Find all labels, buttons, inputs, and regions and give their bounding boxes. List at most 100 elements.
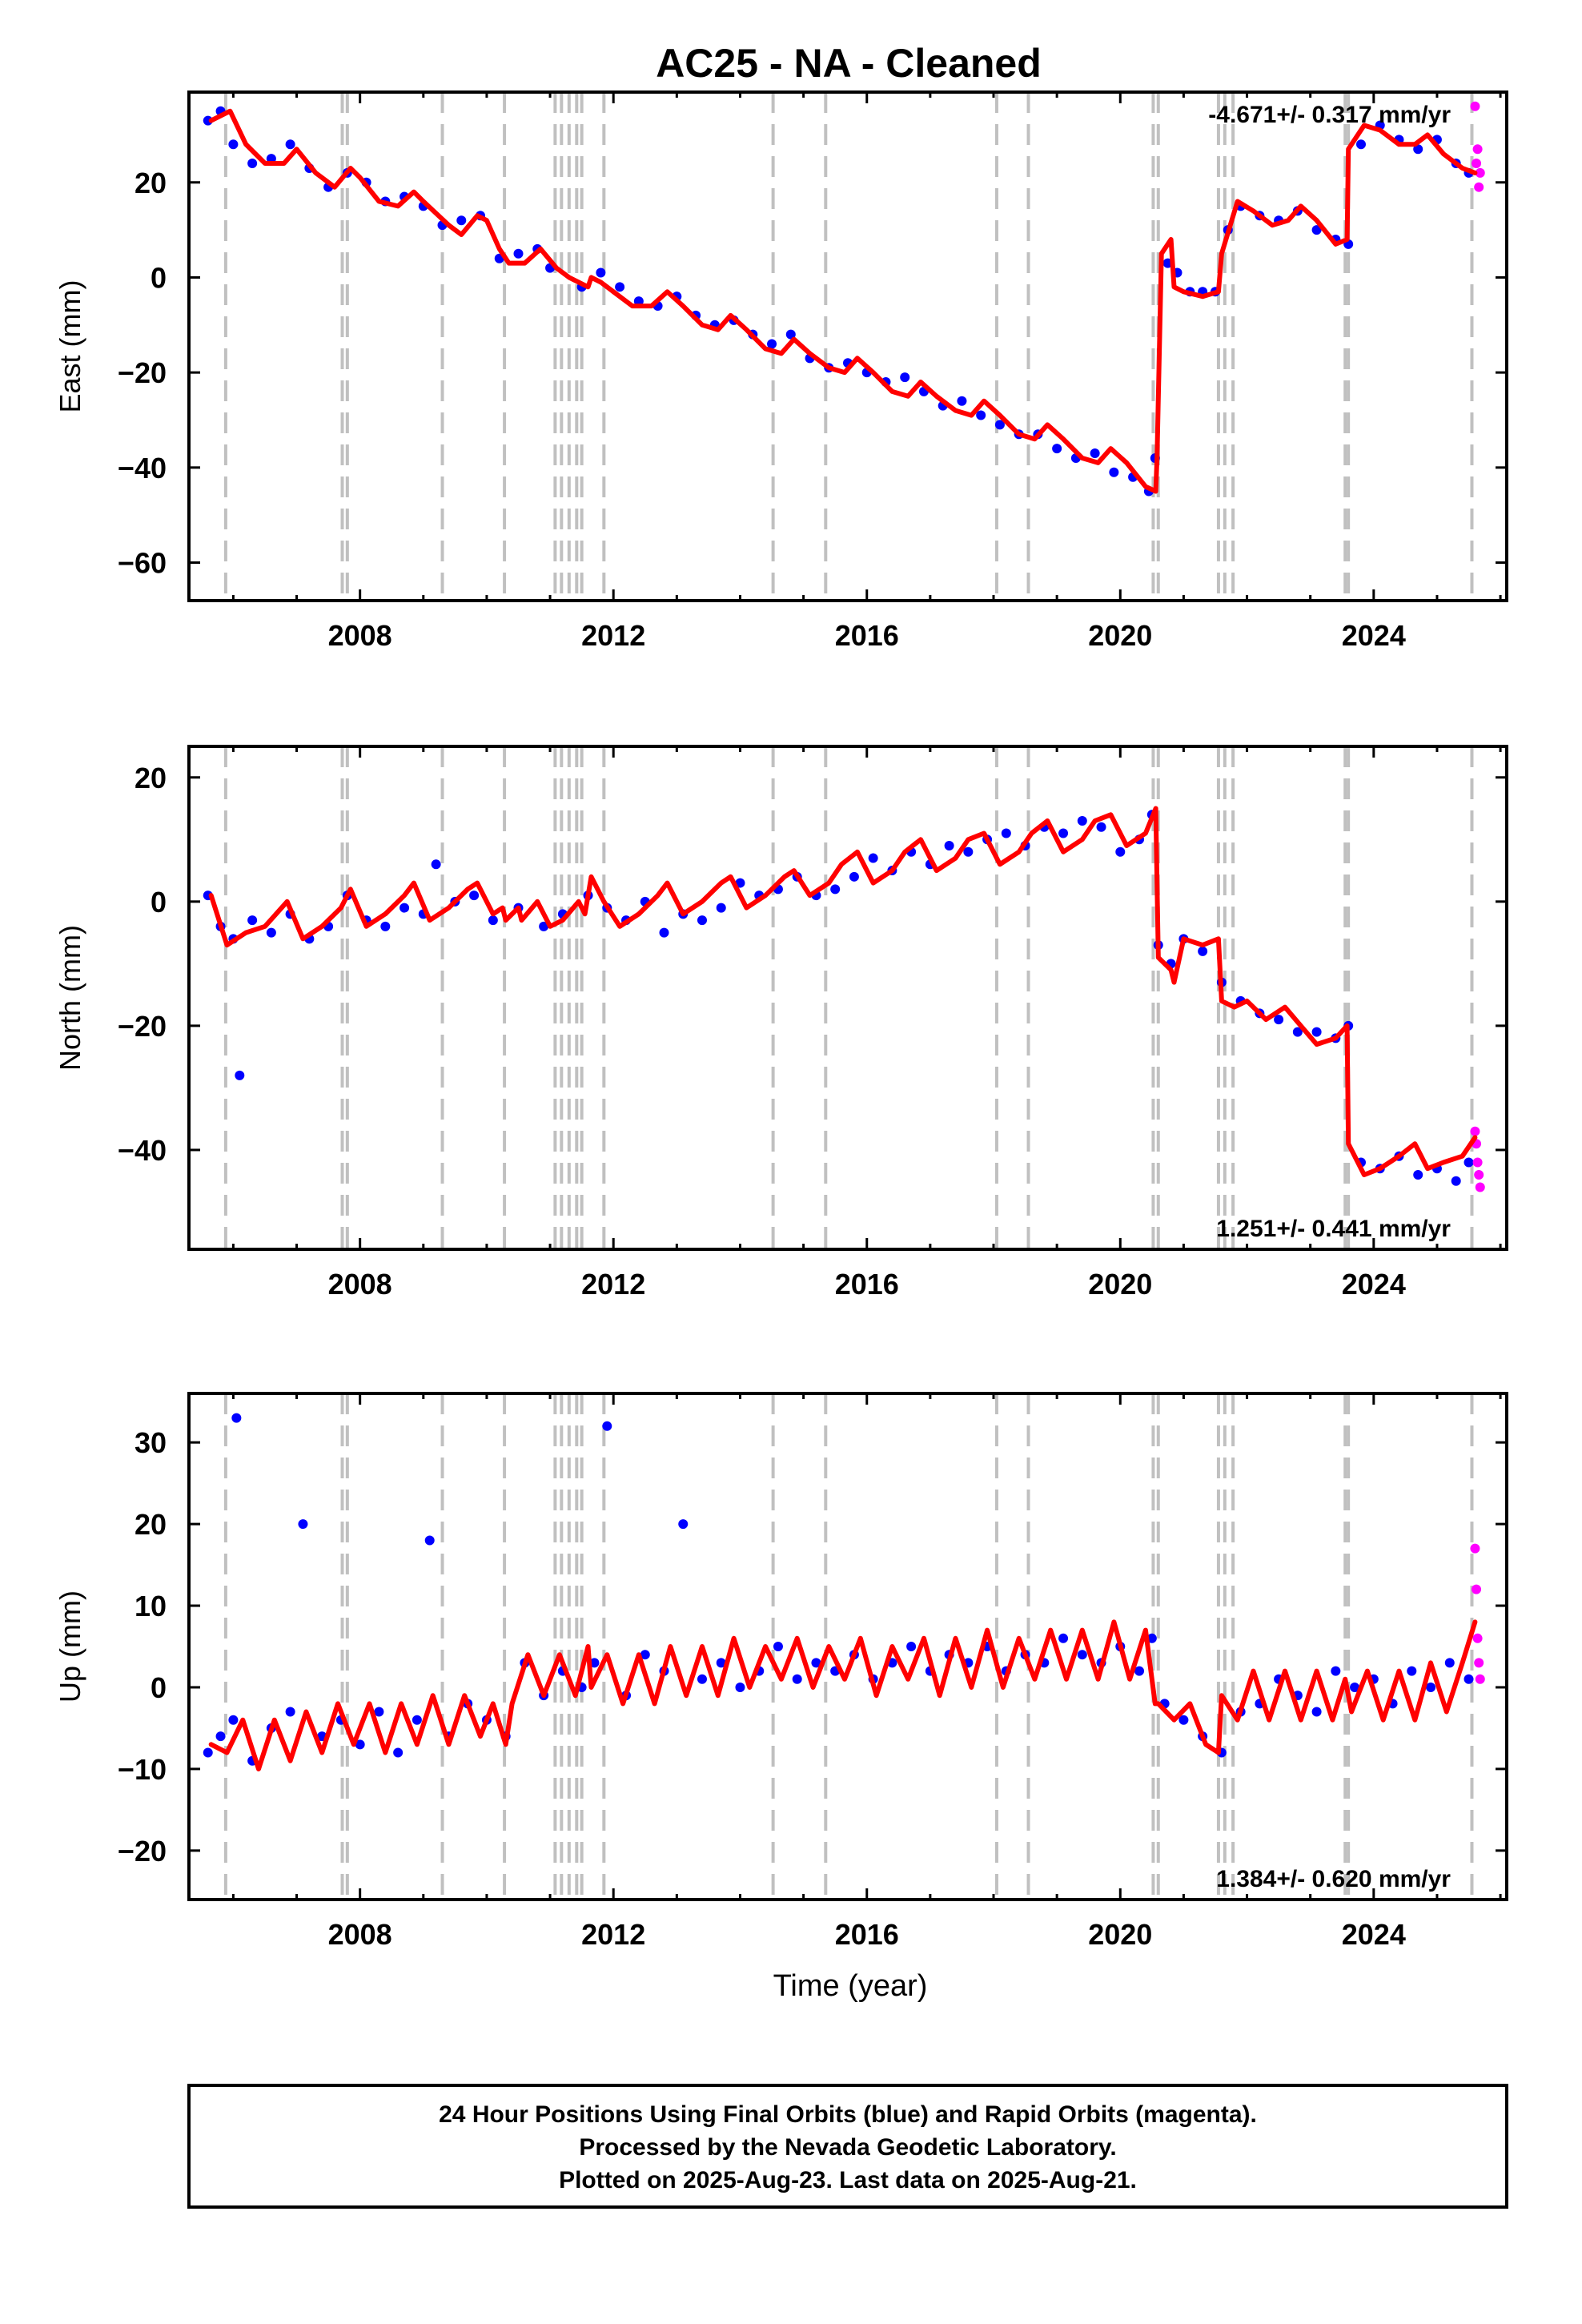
rapid-orbit-point xyxy=(1472,159,1482,169)
caption-line-3: Plotted on 2025-Aug-23. Last data on 202… xyxy=(559,2167,1137,2193)
final-orbit-point xyxy=(697,915,707,926)
x-tick-label: 2016 xyxy=(835,619,899,652)
panel-frame xyxy=(187,745,1508,1251)
final-orbit-point xyxy=(615,282,625,292)
rapid-orbit-point xyxy=(1472,1584,1482,1594)
panel-frame xyxy=(187,1392,1508,1901)
final-orbit-point xyxy=(811,1658,821,1668)
final-orbit-point xyxy=(1464,1674,1474,1684)
rapid-orbit-point xyxy=(1472,1633,1483,1643)
final-orbit-point xyxy=(1311,1707,1322,1717)
final-orbit-point xyxy=(247,159,258,169)
caption-box: 24 Hour Positions Using Final Orbits (bl… xyxy=(187,2084,1508,2209)
final-orbit-point xyxy=(1426,1682,1436,1692)
final-orbit-point xyxy=(1096,822,1106,832)
final-orbit-point xyxy=(1090,448,1100,459)
final-orbit-point xyxy=(1058,1633,1069,1643)
final-orbit-point xyxy=(589,1658,600,1668)
final-orbit-point xyxy=(849,871,859,882)
rapid-orbit-point xyxy=(1474,1169,1484,1180)
final-orbit-point xyxy=(1134,1666,1145,1676)
final-orbit-point xyxy=(678,1519,689,1530)
final-orbit-point xyxy=(469,891,480,901)
final-orbit-point xyxy=(513,248,524,259)
rate-label: 1.251+/- 0.441 mm/yr xyxy=(1216,1216,1451,1242)
rapid-orbit-point xyxy=(1470,1543,1480,1554)
final-orbit-point xyxy=(1292,1027,1303,1037)
y-tick-label: 20 xyxy=(135,762,167,794)
final-orbit-point xyxy=(488,915,498,926)
y-tick-label: −10 xyxy=(118,1753,167,1786)
north-panel: 2008 2012 2016 2020 2024 −40 −20 0 20 North (mm) 1… xyxy=(54,745,1508,1301)
rapid-orbit-point xyxy=(1475,1674,1485,1684)
final-orbit-point xyxy=(773,1642,783,1651)
x-tick-label: 2016 xyxy=(835,1268,899,1301)
final-orbit-point xyxy=(1451,1176,1461,1186)
x-tick-label: 2024 xyxy=(1342,619,1406,652)
final-orbit-point xyxy=(944,841,954,851)
plot-area xyxy=(203,92,1485,601)
x-tick-label: 2012 xyxy=(581,1918,645,1951)
final-orbit-point xyxy=(735,1682,745,1692)
final-orbit-point xyxy=(285,1707,295,1717)
final-orbit-point xyxy=(1198,946,1208,956)
y-tick-label: 0 xyxy=(151,261,167,294)
x-tick-label: 2024 xyxy=(1342,1918,1406,1951)
final-orbit-point xyxy=(285,139,295,150)
final-orbit-point xyxy=(1331,1666,1341,1676)
final-orbit-point xyxy=(716,903,726,913)
y-axis-label: North (mm) xyxy=(54,925,86,1071)
final-orbit-point xyxy=(1311,225,1322,235)
final-orbit-point xyxy=(1413,1169,1423,1180)
final-orbit-point xyxy=(785,329,796,340)
rapid-orbit-point xyxy=(1475,167,1485,178)
y-tick-label: 0 xyxy=(151,886,167,919)
x-tick-label: 2020 xyxy=(1088,1268,1152,1301)
x-tick-label: 2008 xyxy=(328,1918,392,1951)
x-tick-label: 2020 xyxy=(1088,1918,1152,1951)
final-orbit-point xyxy=(1052,444,1062,454)
panel-frame xyxy=(187,90,1508,602)
final-orbit-point xyxy=(900,372,910,383)
final-orbit-point xyxy=(355,1739,365,1750)
y-axis-label: Up (mm) xyxy=(54,1590,86,1703)
y-tick-label: 20 xyxy=(135,1508,167,1541)
final-orbit-point xyxy=(1115,846,1126,857)
x-tick-label: 2008 xyxy=(328,1268,392,1301)
x-tick-label: 2020 xyxy=(1088,619,1152,652)
rapid-orbit-point xyxy=(1472,1157,1483,1168)
rapid-orbit-point xyxy=(1474,1658,1484,1668)
final-orbit-point xyxy=(1355,139,1366,150)
model-line xyxy=(208,1619,1478,1771)
final-orbit-point xyxy=(456,215,467,226)
final-orbit-point xyxy=(431,859,441,870)
final-orbit-point xyxy=(203,1747,213,1758)
final-orbit-point xyxy=(1464,1157,1474,1168)
up-panel: 2008 2012 2016 2020 2024 −20 −10 0 10 20 30 Up (mm)… xyxy=(54,1392,1508,1951)
final-orbit-point xyxy=(767,339,777,349)
caption-line-2: Processed by the Nevada Geodetic Laborat… xyxy=(579,2134,1116,2161)
final-orbit-point xyxy=(393,1747,404,1758)
rapid-orbit-point xyxy=(1475,1182,1485,1192)
y-tick-label: −20 xyxy=(118,1835,167,1868)
y-tick-label: 20 xyxy=(135,167,167,199)
rate-label: 1.384+/- 0.620 mm/yr xyxy=(1216,1866,1451,1892)
final-orbit-point xyxy=(266,927,276,938)
y-tick-label: 0 xyxy=(151,1671,167,1704)
final-orbit-point xyxy=(1274,1015,1284,1025)
final-orbit-point xyxy=(412,1715,422,1725)
y-tick-label: −60 xyxy=(118,547,167,580)
y-axis-label: East (mm) xyxy=(54,280,86,413)
final-orbit-point xyxy=(1444,1658,1455,1668)
final-orbit-point xyxy=(994,420,1005,430)
final-orbit-point xyxy=(957,396,967,406)
model-line xyxy=(208,108,1478,494)
y-tick-label: 10 xyxy=(135,1590,167,1622)
final-orbit-point xyxy=(203,115,213,126)
final-orbit-point xyxy=(247,915,258,926)
rapid-orbit-point xyxy=(1470,101,1480,111)
y-tick-label: 30 xyxy=(135,1426,167,1459)
x-tick-label: 2016 xyxy=(835,1918,899,1951)
